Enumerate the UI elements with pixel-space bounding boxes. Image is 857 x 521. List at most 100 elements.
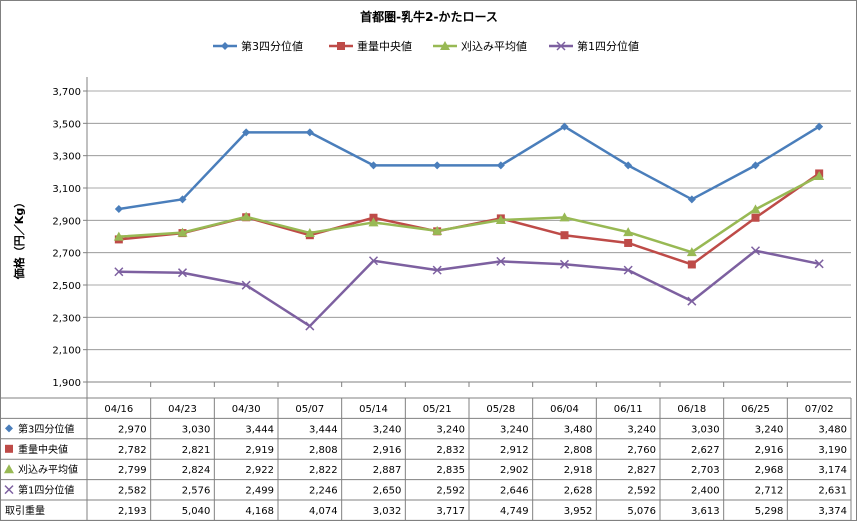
data-point bbox=[624, 238, 633, 247]
data-point bbox=[687, 296, 697, 306]
table-row-label: 重量中央値 bbox=[18, 443, 68, 456]
table-cell: 2,968 bbox=[755, 465, 784, 476]
table-cell: 2,808 bbox=[564, 445, 593, 456]
table-cell: 2,400 bbox=[691, 486, 720, 497]
table-cell: 2,592 bbox=[627, 486, 656, 497]
table-cell: 3,174 bbox=[818, 465, 847, 476]
legend-entry: 第3四分位値 bbox=[213, 39, 303, 53]
table-cell: 2,799 bbox=[118, 465, 147, 476]
data-point bbox=[113, 231, 124, 241]
data-point bbox=[624, 161, 633, 170]
chart-title: 首都圏-乳牛2-かたロース bbox=[360, 9, 498, 24]
series-lines bbox=[113, 122, 825, 331]
data-point bbox=[559, 259, 570, 269]
y-tick-label: 1,900 bbox=[52, 378, 81, 389]
table-cell: 2,499 bbox=[245, 486, 274, 497]
table-cell: 4,749 bbox=[500, 506, 529, 517]
data-point bbox=[369, 161, 378, 170]
data-point bbox=[368, 217, 379, 227]
legend-marker bbox=[337, 42, 345, 50]
data-point bbox=[623, 227, 634, 237]
data-table: 04/16 04/23 04/30 05/07 05/14 05/21 05/28 06/04… bbox=[1, 381, 852, 520]
table-legend-key bbox=[5, 444, 13, 453]
data-point bbox=[241, 211, 252, 221]
table-cell: 2,912 bbox=[500, 445, 529, 456]
table-cell: 2,246 bbox=[309, 486, 338, 497]
table-cell: 3,240 bbox=[755, 424, 784, 435]
legend: 第3四分位値 重量中央値 刈込み平均値 第1四分位値 bbox=[213, 39, 639, 53]
series-square bbox=[114, 169, 824, 269]
data-point bbox=[815, 122, 824, 131]
table-cell: 2,782 bbox=[118, 445, 147, 456]
table-cell: 3,030 bbox=[182, 424, 211, 435]
table-cell: 2,628 bbox=[564, 486, 593, 497]
table-cell: 4,168 bbox=[245, 506, 274, 517]
legend-entry: 重量中央値 bbox=[329, 39, 412, 53]
x-tick-label: 06/18 bbox=[677, 404, 706, 415]
x-tick-label: 06/04 bbox=[550, 404, 579, 415]
table-legend-key bbox=[4, 485, 14, 495]
table-cell: 2,916 bbox=[373, 445, 402, 456]
table-cell: 2,821 bbox=[182, 445, 211, 456]
table-cell: 2,712 bbox=[755, 486, 784, 497]
table-row-label: 第3四分位値 bbox=[18, 422, 74, 435]
table-cell: 2,576 bbox=[182, 486, 211, 497]
table-cell: 2,193 bbox=[118, 506, 147, 517]
x-tick-label: 06/25 bbox=[741, 404, 770, 415]
table-cell: 5,040 bbox=[182, 506, 211, 517]
table-cell: 2,703 bbox=[691, 465, 720, 476]
table-cell: 2,902 bbox=[500, 465, 529, 476]
table-row-label: 取引重量 bbox=[5, 504, 45, 517]
table-cell: 2,582 bbox=[118, 486, 147, 497]
data-point bbox=[432, 265, 442, 275]
table-cell: 3,480 bbox=[818, 424, 847, 435]
y-tick-label: 3,500 bbox=[52, 119, 81, 130]
table-cell: 5,076 bbox=[627, 506, 656, 517]
data-point bbox=[496, 256, 506, 266]
table-cell: 2,832 bbox=[436, 445, 465, 456]
table-cell: 2,918 bbox=[564, 465, 593, 476]
table-cell: 5,298 bbox=[755, 506, 784, 517]
data-point bbox=[560, 122, 569, 131]
data-point bbox=[750, 204, 761, 214]
data-point bbox=[305, 128, 314, 137]
series-x bbox=[114, 246, 824, 331]
y-axis-label: 価格（円／Kg） bbox=[12, 197, 26, 280]
data-point bbox=[241, 280, 251, 290]
x-tick-label: 04/30 bbox=[232, 404, 261, 415]
data-point bbox=[432, 225, 443, 235]
series-line bbox=[118, 249, 820, 328]
data-point bbox=[304, 227, 315, 237]
table-cell: 3,444 bbox=[245, 424, 274, 435]
table-cell: 3,190 bbox=[818, 445, 847, 456]
table-cell: 2,822 bbox=[309, 465, 338, 476]
data-point bbox=[177, 268, 188, 278]
table-cell: 2,631 bbox=[818, 486, 847, 497]
data-point bbox=[496, 161, 505, 170]
y-tick-label: 3,100 bbox=[52, 184, 81, 195]
table-cell: 2,627 bbox=[691, 445, 720, 456]
legend-label: 第1四分位値 bbox=[577, 39, 639, 53]
legend-label: 刈込み平均値 bbox=[461, 40, 527, 53]
y-tick-label: 2,300 bbox=[52, 313, 81, 324]
gridlines bbox=[86, 77, 851, 383]
data-point bbox=[242, 128, 251, 137]
y-tick-label: 2,700 bbox=[52, 249, 81, 260]
table-row-label: 第1四分位値 bbox=[18, 484, 74, 497]
table-cell: 4,074 bbox=[309, 506, 338, 517]
y-tick-label: 2,100 bbox=[52, 346, 81, 357]
y-tick-label: 2,500 bbox=[52, 281, 81, 292]
data-point bbox=[114, 267, 124, 277]
y-tick-label: 3,700 bbox=[52, 87, 81, 98]
data-point bbox=[623, 265, 633, 275]
table-cell: 2,887 bbox=[373, 465, 402, 476]
legend-marker bbox=[221, 42, 229, 50]
table-cell: 3,717 bbox=[436, 506, 465, 517]
table-cell: 3,240 bbox=[436, 424, 465, 435]
table-cell: 2,919 bbox=[245, 445, 274, 456]
x-tick-label: 05/28 bbox=[486, 404, 515, 415]
legend-label: 第3四分位値 bbox=[241, 39, 303, 53]
series-diamond bbox=[114, 122, 824, 214]
data-point bbox=[560, 231, 569, 240]
